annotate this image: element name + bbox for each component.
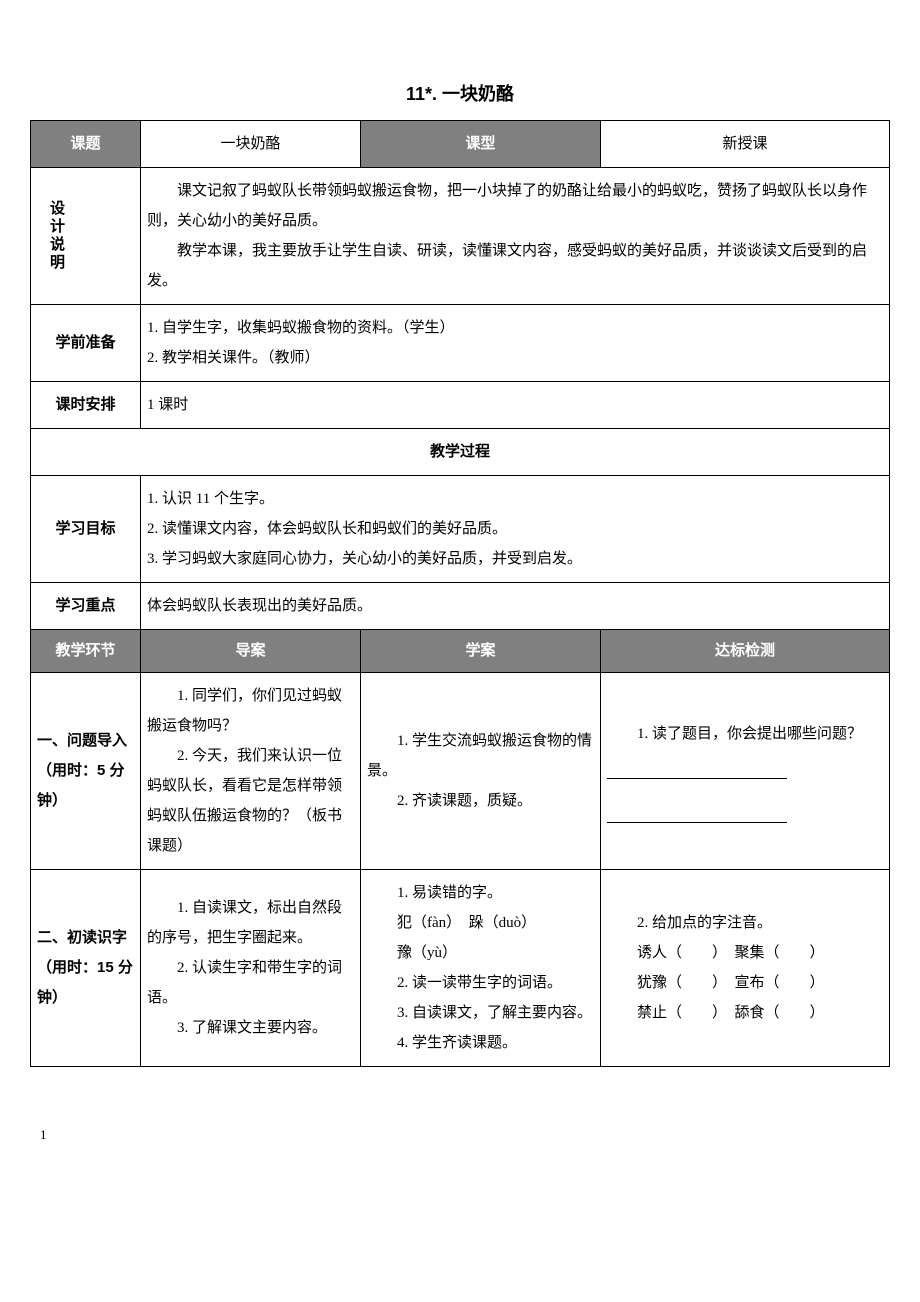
step1-db-1: 1. 读了题目，你会提出哪些问题？ [607, 719, 883, 749]
prep-line-1: 1. 自学生字，收集蚂蚁搬食物的资料。（学生） [147, 313, 883, 343]
meta-row: 课题 一块奶酪 课型 新授课 [31, 121, 890, 168]
schedule-row: 课时安排 1 课时 [31, 382, 890, 429]
design-row: 设计说明 课文记叙了蚂蚁队长带领蚂蚁搬运食物，把一小块掉了的奶酪让给最小的蚂蚁吃… [31, 168, 890, 305]
goals-l3: 3. 学习蚂蚁大家庭同心协力，关心幼小的美好品质，并受到启发。 [147, 544, 883, 574]
col-xue: 学案 [361, 630, 601, 673]
lesson-plan-table: 课题 一块奶酪 课型 新授课 设计说明 课文记叙了蚂蚁队长带领蚂蚁搬运食物，把一… [30, 120, 890, 1067]
col-env: 教学环节 [31, 630, 141, 673]
document-title: 11*. 一块奶酪 [30, 80, 890, 106]
design-p1: 课文记叙了蚂蚁队长带领蚂蚁搬运食物，把一小块掉了的奶酪让给最小的蚂蚁吃，赞扬了蚂… [147, 176, 883, 236]
step2-dao: 1. 自读课文，标出自然段的序号，把生字圈起来。 2. 认读生字和带生字的词语。… [141, 870, 361, 1067]
schedule-label: 课时安排 [31, 382, 141, 429]
prep-line-2: 2. 教学相关课件。（教师） [147, 343, 883, 373]
step1-dao-1: 1. 同学们，你们见过蚂蚁搬运食物吗？ [147, 681, 354, 741]
step2-label: 二、初读识字（用时：15 分钟） [31, 870, 141, 1067]
step1-dao-2: 2. 今天，我们来认识一位蚂蚁队长，看看它是怎样带领蚂蚁队伍搬运食物的？（板书课… [147, 741, 354, 861]
step2-xue-1: 1. 易读错的字。 [367, 878, 594, 908]
step1-row: 一、问题导入（用时：5 分钟） 1. 同学们，你们见过蚂蚁搬运食物吗？ 2. 今… [31, 673, 890, 870]
step2-xue-6: 4. 学生齐读课题。 [367, 1028, 594, 1058]
step1-blank-line-2 [607, 805, 787, 823]
step2-xue-2: 犯（fàn） 跺（duò） [367, 908, 594, 938]
goals-row: 学习目标 1. 认识 11 个生字。 2. 读懂课文内容，体会蚂蚁队长和蚂蚁们的… [31, 476, 890, 583]
step2-xue-4: 2. 读一读带生字的词语。 [367, 968, 594, 998]
focus-label: 学习重点 [31, 583, 141, 630]
meta-key-type: 课型 [361, 121, 601, 168]
design-content: 课文记叙了蚂蚁队长带领蚂蚁搬运食物，把一小块掉了的奶酪让给最小的蚂蚁吃，赞扬了蚂… [141, 168, 890, 305]
step1-xue-1: 1. 学生交流蚂蚁搬运食物的情景。 [367, 726, 594, 786]
step2-dao-1: 1. 自读课文，标出自然段的序号，把生字圈起来。 [147, 893, 354, 953]
focus-row: 学习重点 体会蚂蚁队长表现出的美好品质。 [31, 583, 890, 630]
goals-l1: 1. 认识 11 个生字。 [147, 484, 883, 514]
step2-db-2: 诱人（ ） 聚集（ ） [607, 938, 883, 968]
step2-dao-3: 3. 了解课文主要内容。 [147, 1013, 354, 1043]
meta-val-type: 新授课 [601, 121, 890, 168]
step2-dao-2: 2. 认读生字和带生字的词语。 [147, 953, 354, 1013]
step2-db-3: 犹豫（ ） 宣布（ ） [607, 968, 883, 998]
step2-xue-5: 3. 自读课文，了解主要内容。 [367, 998, 594, 1028]
step1-xue-2: 2. 齐读课题，质疑。 [367, 786, 594, 816]
prep-label: 学前准备 [31, 305, 141, 382]
step2-db: 2. 给加点的字注音。 诱人（ ） 聚集（ ） 犹豫（ ） 宣布（ ） 禁止（ … [601, 870, 890, 1067]
meta-val-topic: 一块奶酪 [141, 121, 361, 168]
step1-label: 一、问题导入（用时：5 分钟） [31, 673, 141, 870]
process-header-row: 教学过程 [31, 429, 890, 476]
goals-content: 1. 认识 11 个生字。 2. 读懂课文内容，体会蚂蚁队长和蚂蚁们的美好品质。… [141, 476, 890, 583]
step2-xue: 1. 易读错的字。 犯（fàn） 跺（duò） 豫（yù） 2. 读一读带生字的… [361, 870, 601, 1067]
step1-xue: 1. 学生交流蚂蚁搬运食物的情景。 2. 齐读课题，质疑。 [361, 673, 601, 870]
step1-blank-line-1 [607, 761, 787, 779]
design-p2: 教学本课，我主要放手让学生自读、研读，读懂课文内容，感受蚂蚁的美好品质，并谈谈读… [147, 236, 883, 296]
prep-row: 学前准备 1. 自学生字，收集蚂蚁搬食物的资料。（学生） 2. 教学相关课件。（… [31, 305, 890, 382]
col-dao: 导案 [141, 630, 361, 673]
schedule-value: 1 课时 [141, 382, 890, 429]
step1-dao: 1. 同学们，你们见过蚂蚁搬运食物吗？ 2. 今天，我们来认识一位蚂蚁队长，看看… [141, 673, 361, 870]
step2-db-1: 2. 给加点的字注音。 [607, 908, 883, 938]
focus-value: 体会蚂蚁队长表现出的美好品质。 [141, 583, 890, 630]
columns-header-row: 教学环节 导案 学案 达标检测 [31, 630, 890, 673]
goals-l2: 2. 读懂课文内容，体会蚂蚁队长和蚂蚁们的美好品质。 [147, 514, 883, 544]
step2-db-4: 禁止（ ） 舔食（ ） [607, 998, 883, 1028]
goals-label: 学习目标 [31, 476, 141, 583]
step1-db: 1. 读了题目，你会提出哪些问题？ [601, 673, 890, 870]
col-db: 达标检测 [601, 630, 890, 673]
design-label-cell: 设计说明 [31, 168, 141, 305]
process-header: 教学过程 [31, 429, 890, 476]
meta-key-topic: 课题 [31, 121, 141, 168]
page-number: 1 [30, 1127, 890, 1143]
design-label: 设计说明 [37, 184, 75, 288]
step2-xue-3: 豫（yù） [367, 938, 594, 968]
step2-row: 二、初读识字（用时：15 分钟） 1. 自读课文，标出自然段的序号，把生字圈起来… [31, 870, 890, 1067]
prep-content: 1. 自学生字，收集蚂蚁搬食物的资料。（学生） 2. 教学相关课件。（教师） [141, 305, 890, 382]
